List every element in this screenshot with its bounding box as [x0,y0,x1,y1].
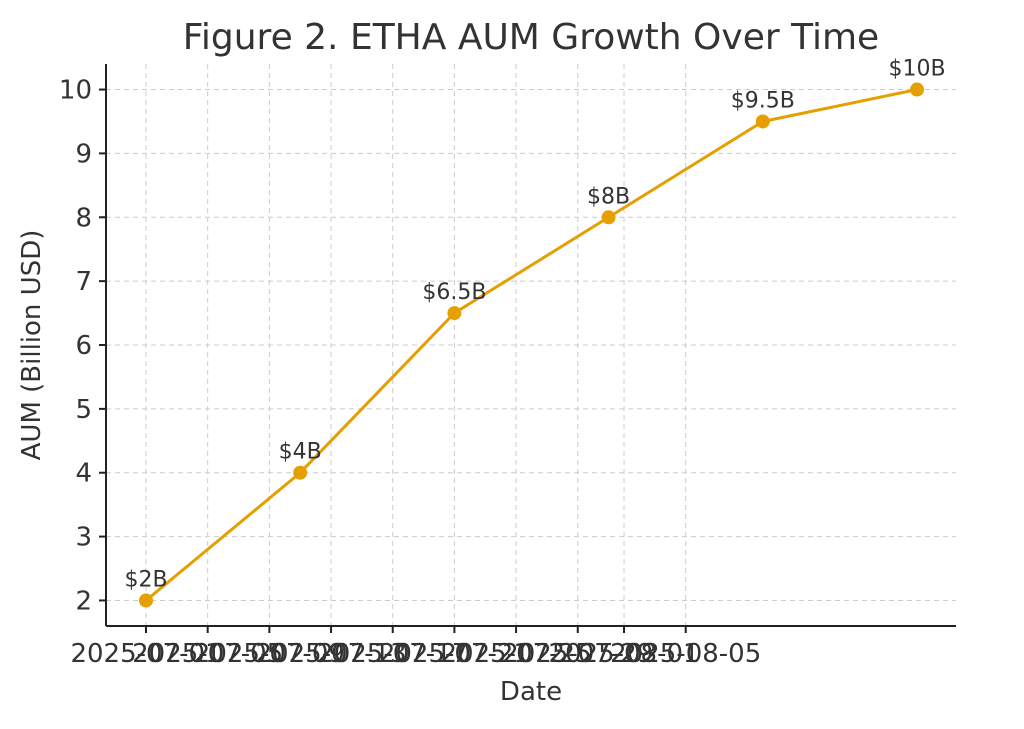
chart-title: Figure 2. ETHA AUM Growth Over Time [183,17,879,58]
data-point-marker [293,465,308,480]
aum-series-line [145,88,918,602]
x-tick-label: 2025-07-05 [132,639,283,669]
x-tick-label: 2025-07-29 [502,639,653,669]
data-point-marker [139,593,153,608]
x-axis-label: Date [500,677,562,707]
data-point-marker [447,306,462,321]
data-point-marker [755,114,770,129]
y-tick-label: 10 [59,76,92,106]
data-label: $4B [279,440,322,465]
data-label: $8B [587,184,630,209]
x-tick-label: 2025-07-09 [194,639,345,669]
y-axis-label: AUM (Billion USD) [17,230,47,461]
x-tick-label: 2025-07-17 [317,639,468,669]
x-tick-label: 2025-07-25 [441,639,592,669]
y-tick-label: 6 [75,331,92,361]
data-label: $6.5B [422,280,486,305]
x-tick-label: 2025-07-01 [70,639,221,669]
x-tick-label: 2025-07-21 [379,639,530,669]
y-tick-label: 9 [75,139,92,169]
y-tick-label: 8 [75,203,92,233]
x-tick-label: 2025-08-01 [548,639,699,669]
grid [106,64,956,626]
y-tick-label: 2 [75,586,92,616]
y-tick-label: 3 [75,523,92,553]
data-labels: $2B $4B $6.5B $8B $9.5B $10B [124,57,945,593]
x-tick-label: 2025-07-13 [255,639,406,669]
data-label: $9.5B [731,88,795,113]
series [139,82,924,608]
y-tick-label: 7 [75,267,92,297]
y-tick-label: 4 [75,459,92,489]
data-point-marker [910,82,924,97]
ticks: 2 3 4 5 6 7 8 9 10 2025-07-012025-07-052025-07-09… [59,76,761,669]
y-tick-label: 5 [75,395,92,425]
data-label: $2B [124,567,167,592]
data-label: $10B [888,57,945,82]
data-point-marker [601,210,616,225]
x-tick-label: 2025-08-05 [610,639,761,669]
